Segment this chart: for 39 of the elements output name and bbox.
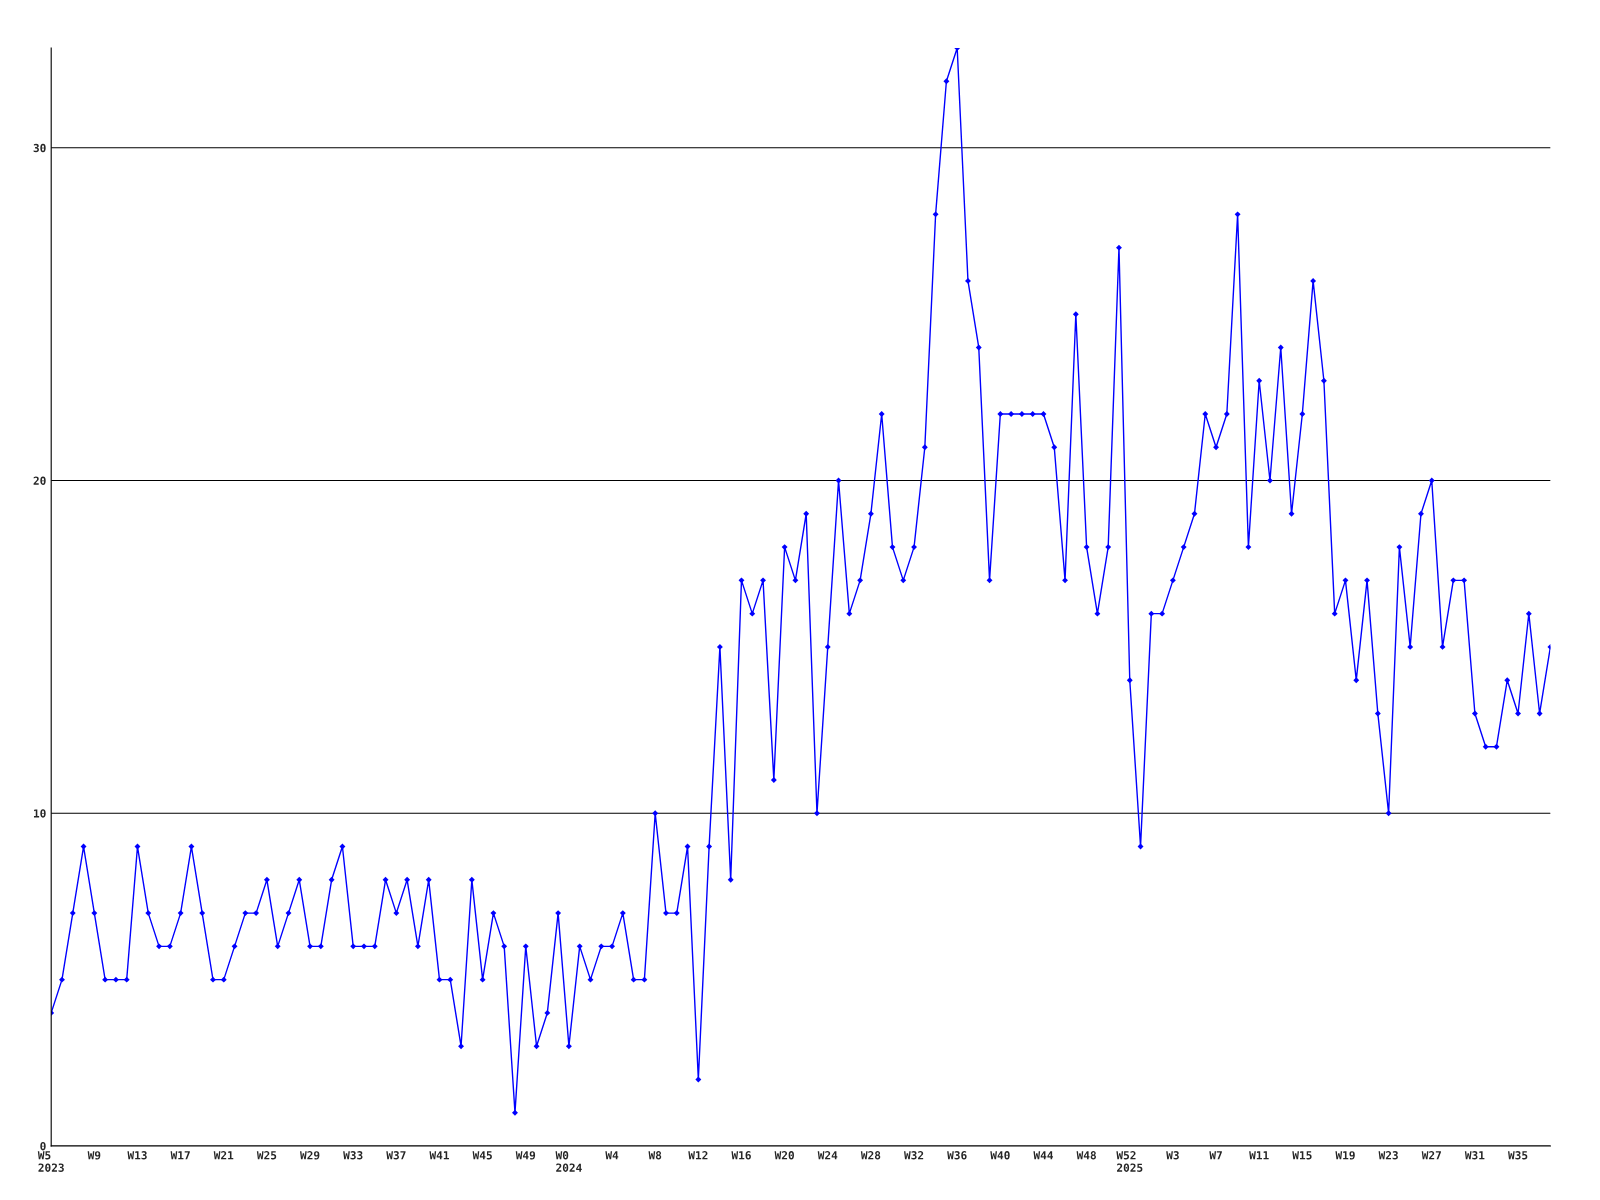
x-tick-label: W16 [731, 1151, 751, 1160]
x-tick-label: W27 [1421, 1151, 1441, 1160]
x-tick-label: W29 [300, 1151, 320, 1160]
x-tick-label: W40 [990, 1151, 1010, 1160]
y-tick-label: 30 [33, 143, 46, 153]
x-tick-label: W8 [648, 1151, 662, 1160]
x-tick-label: W9 [87, 1151, 101, 1160]
x-tick-label: W41 [429, 1151, 449, 1160]
y-tick-label: 10 [33, 809, 46, 818]
y-tick-label: 0 [40, 1141, 46, 1151]
x-tick-label: W25 [256, 1151, 277, 1160]
x-tick-label: W23 [1378, 1151, 1398, 1160]
x-tick-label: W12 [688, 1151, 708, 1160]
x-tick-label: W35 [1508, 1151, 1528, 1160]
x-tick-label: W44 [1033, 1151, 1054, 1160]
x-tick-label: W32 [904, 1151, 924, 1160]
x-tick-label: W0 2024 [555, 1151, 582, 1172]
x-tick-label: W20 [774, 1151, 794, 1160]
x-tick-label: W13 [127, 1151, 147, 1160]
x-tick-label: W19 [1335, 1151, 1355, 1160]
x-tick-label: W3 [1166, 1151, 1179, 1160]
x-tick-label: W33 [343, 1151, 363, 1160]
x-tick-label: W15 [1292, 1151, 1312, 1160]
x-tick-label: W36 [947, 1151, 967, 1160]
x-tick-label: W5 2023 [37, 1151, 64, 1172]
x-tick-label: W21 [213, 1151, 234, 1160]
x-tick-label: W52 2025 [1116, 1151, 1143, 1172]
x-tick-label: W45 [472, 1151, 492, 1160]
x-tick-label: W4 [605, 1151, 619, 1160]
x-tick-label: W11 [1249, 1151, 1269, 1160]
x-tick-label: W49 [515, 1151, 536, 1160]
x-tick-label: W48 [1076, 1151, 1096, 1160]
x-tick-label: W17 [170, 1151, 190, 1160]
x-tick-label: W28 [860, 1151, 881, 1160]
x-tick-label: W7 [1209, 1151, 1222, 1160]
x-tick-label: W24 [817, 1151, 838, 1160]
x-tick-label: W37 [386, 1151, 406, 1160]
y-tick-label: 20 [33, 476, 46, 485]
x-tick-label: W31 [1464, 1151, 1485, 1160]
